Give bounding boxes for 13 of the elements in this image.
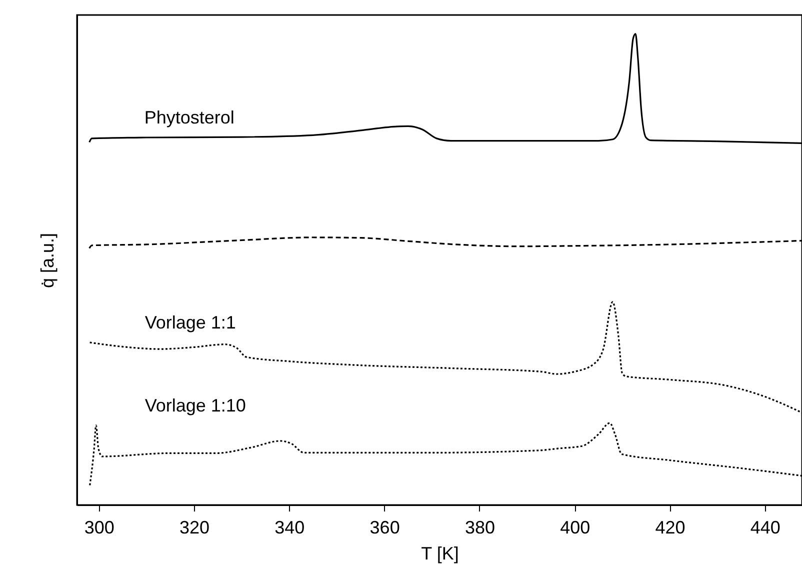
- series-label: Vorlage 1:10: [144, 395, 246, 416]
- x-tick-label: 360: [370, 518, 400, 538]
- x-tick-label: 320: [180, 518, 210, 538]
- x-tick-label: 400: [560, 518, 590, 538]
- x-axis-title: T [K]: [421, 544, 459, 564]
- y-axis-title: q̇ [a.u.]: [38, 232, 58, 288]
- series-label: Vorlage 1:1: [144, 312, 236, 332]
- x-tick-label: 380: [464, 518, 495, 538]
- x-tick-label: 420: [655, 518, 686, 538]
- x-tick-label: 300: [84, 518, 114, 538]
- x-tick-label: 340: [274, 518, 305, 538]
- series-label: Phytosterol: [144, 108, 234, 128]
- x-tick-label: 440: [750, 518, 780, 538]
